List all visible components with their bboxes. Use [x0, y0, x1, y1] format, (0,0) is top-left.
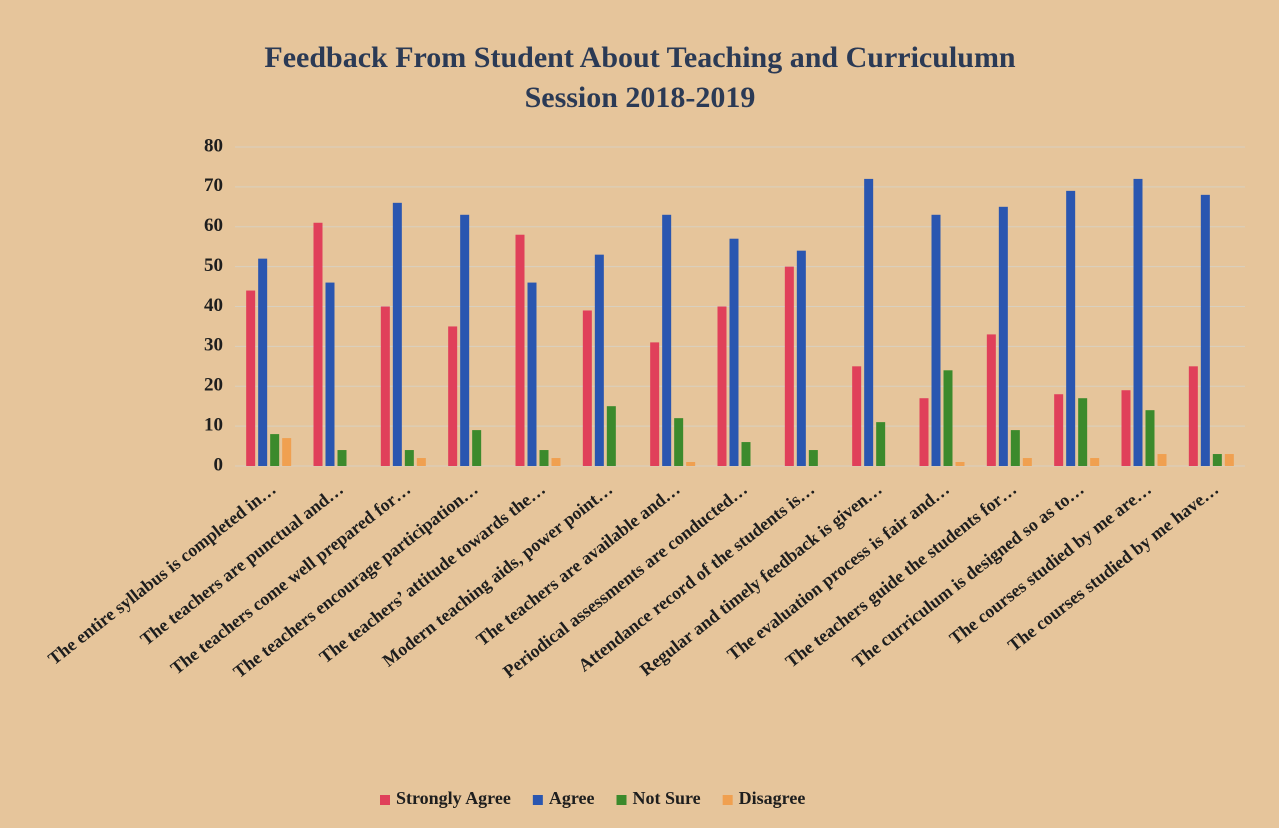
y-tick-label: 50 [204, 255, 223, 276]
legend-swatch [380, 795, 390, 805]
y-tick-label: 80 [204, 135, 223, 156]
y-tick-label: 0 [214, 454, 224, 475]
bar [662, 214, 672, 466]
bar [717, 306, 727, 466]
bar [1200, 194, 1210, 466]
bar [1054, 394, 1064, 466]
bar [337, 450, 347, 466]
bar [258, 258, 268, 466]
legend-swatch [532, 795, 543, 805]
legend-swatch [616, 795, 627, 805]
bar [380, 306, 390, 466]
bar [686, 462, 696, 466]
y-tick-label: 40 [204, 295, 223, 316]
bar [594, 254, 604, 466]
x-tick-label: Periodical assessments are conducted… [499, 479, 751, 682]
bar [1066, 190, 1076, 467]
bar [674, 418, 684, 466]
bar [448, 326, 458, 466]
legend-label: Strongly Agree [396, 788, 511, 808]
bar [1157, 454, 1167, 466]
x-tick-label: Regular and timely feedback is given… [636, 479, 886, 680]
bar [1078, 398, 1088, 466]
bar [606, 406, 616, 466]
bar [416, 458, 426, 466]
bar [796, 250, 806, 466]
x-tick-label: The teachers encourage participation… [229, 479, 481, 682]
bar [1224, 454, 1234, 466]
bar [392, 202, 402, 466]
legend-label: Not Sure [633, 788, 701, 808]
bar [1121, 390, 1131, 466]
bar [650, 342, 660, 466]
x-tick-label: The teachers come well prepared for… [167, 479, 415, 679]
bar [998, 206, 1008, 466]
bar [246, 290, 256, 466]
bar [527, 282, 537, 466]
bar [582, 310, 592, 466]
bar [325, 282, 335, 466]
y-tick-label: 30 [204, 335, 223, 356]
bar [784, 266, 794, 466]
y-tick-label: 10 [204, 414, 223, 435]
y-tick-label: 60 [204, 215, 223, 236]
bar [282, 438, 292, 466]
bar [741, 442, 751, 466]
bar [460, 214, 470, 466]
bar [808, 450, 818, 466]
bar [852, 366, 862, 466]
bar [1090, 458, 1100, 466]
bar [539, 450, 549, 466]
bar [1010, 430, 1020, 466]
chart-title: Feedback From Student About Teaching and… [264, 41, 1016, 74]
bar [986, 334, 996, 466]
bar [1133, 178, 1143, 466]
bar [551, 458, 561, 466]
bar [1022, 458, 1032, 466]
bar [472, 430, 482, 466]
bar [313, 222, 323, 466]
bar [955, 462, 965, 466]
bar [515, 234, 525, 466]
y-tick-label: 20 [204, 375, 223, 396]
bar [864, 178, 874, 466]
bar [1145, 410, 1155, 466]
bar [1212, 454, 1222, 466]
bar [270, 434, 280, 466]
chart-subtitle: Session 2018-2019 [525, 81, 756, 114]
bar [1188, 366, 1198, 466]
bar [919, 398, 929, 466]
x-tick-label: Attendance record of the students is… [574, 479, 818, 676]
bar [931, 214, 941, 466]
bar [943, 370, 953, 466]
legend-label: Agree [549, 788, 595, 808]
bar [404, 450, 414, 466]
bar [876, 422, 886, 466]
legend-swatch [722, 795, 733, 805]
y-tick-label: 70 [204, 175, 223, 196]
legend-label: Disagree [739, 788, 806, 808]
bar [729, 238, 739, 466]
